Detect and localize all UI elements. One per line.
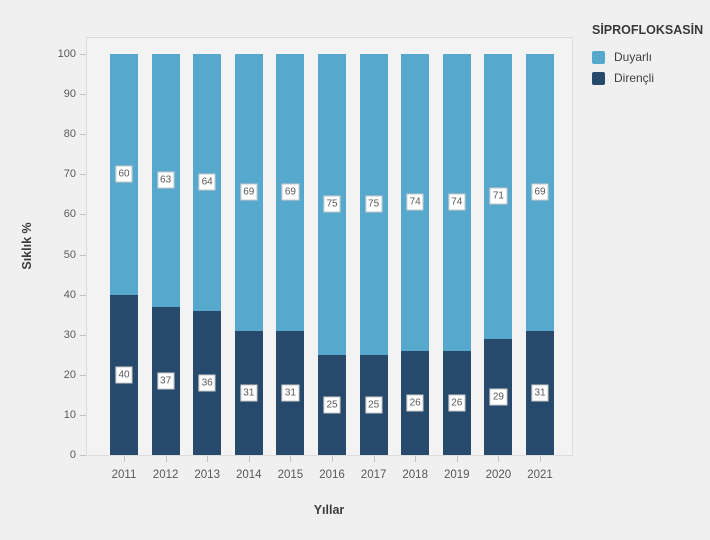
bar-value-label: 74 xyxy=(448,193,466,211)
y-axis-tick-label: 10 xyxy=(63,408,76,421)
bar-value-label: 26 xyxy=(448,394,466,412)
x-axis-tick-label: 2020 xyxy=(485,469,512,481)
x-axis-tick-label: 2012 xyxy=(152,469,179,481)
legend-label-duyarli: Duyarlı xyxy=(614,50,653,64)
x-axis-tick-label: 2011 xyxy=(111,469,137,481)
y-axis-tick-label: 30 xyxy=(63,328,76,341)
y-axis-tick-label: 50 xyxy=(63,248,76,261)
bar-value-label: 37 xyxy=(157,372,175,390)
bar-value-label: 74 xyxy=(406,193,424,211)
x-axis-tick-label: 2016 xyxy=(319,469,345,481)
y-axis-tick-mark xyxy=(80,414,86,416)
legend-title: SİPROFLOKSASİN xyxy=(592,23,704,37)
bar-value-label: 75 xyxy=(365,195,383,213)
bar-value-label: 60 xyxy=(115,165,133,183)
bar-value-label: 63 xyxy=(157,171,175,189)
bar-value-label: 69 xyxy=(281,183,299,201)
x-axis-tick-mark xyxy=(540,456,541,462)
y-axis-tick-mark xyxy=(80,334,86,336)
x-axis-tick-label: 2018 xyxy=(402,469,428,481)
bar-value-label: 71 xyxy=(489,187,507,205)
y-axis-tick-mark xyxy=(80,134,86,136)
x-axis-tick-label: 2021 xyxy=(527,469,553,481)
y-axis-tick-label: 60 xyxy=(63,208,76,221)
x-axis-tick-mark xyxy=(290,456,292,462)
y-axis-tick-mark xyxy=(80,174,86,176)
x-axis-tick-mark xyxy=(248,456,250,462)
y-axis-tick-mark xyxy=(80,54,86,55)
bar-value-label: 36 xyxy=(198,374,216,392)
y-axis-tick-label: 80 xyxy=(63,128,76,141)
y-axis-tick-label: 0 xyxy=(69,449,76,461)
bar-value-label: 26 xyxy=(406,394,424,412)
y-axis-title: Sıklık % xyxy=(20,222,34,270)
bar-value-label: 31 xyxy=(531,384,549,402)
bar-value-label: 69 xyxy=(240,183,258,201)
x-axis-tick-label: 2015 xyxy=(277,469,304,481)
bar-value-label: 64 xyxy=(198,173,216,191)
x-axis-tick-mark xyxy=(456,456,458,462)
x-axis-tick-mark xyxy=(415,456,417,462)
y-axis-tick-label: 100 xyxy=(57,48,76,60)
x-axis-tick-label: 2017 xyxy=(360,469,387,481)
bar-value-label: 75 xyxy=(323,195,341,213)
legend: SİPROFLOKSASİN Duyarlı Dirençli xyxy=(592,23,703,92)
y-axis-tick-mark xyxy=(80,455,86,456)
duyarli-color-swatch xyxy=(592,50,605,64)
y-axis-tick-mark xyxy=(80,294,86,296)
bar-value-label: 31 xyxy=(281,384,299,402)
x-axis-tick-mark xyxy=(498,456,500,462)
y-axis-tick-mark xyxy=(80,254,86,256)
legend-label-direncli: Dirençli xyxy=(614,71,655,85)
x-axis-tick-mark xyxy=(207,456,209,462)
legend-item-direncli: Dirençli xyxy=(592,71,703,85)
bar-value-label: 31 xyxy=(240,384,258,402)
y-axis-tick-mark xyxy=(80,94,86,96)
direncli-color-swatch xyxy=(592,71,605,85)
x-axis-tick-mark xyxy=(373,456,375,462)
y-axis-tick-mark xyxy=(80,214,86,216)
y-axis-tick-label: 70 xyxy=(63,168,76,181)
bar-value-label: 29 xyxy=(489,388,507,406)
bar-value-label: 69 xyxy=(531,183,549,201)
bar-value-label: 40 xyxy=(115,366,133,384)
y-axis-tick-mark xyxy=(80,374,86,376)
x-axis-tick-label: 2019 xyxy=(444,469,470,481)
x-axis-tick-mark xyxy=(332,456,333,462)
legend-item-duyarli: Duyarlı xyxy=(592,50,703,64)
x-axis-tick-label: 2013 xyxy=(194,469,220,481)
x-axis-title: Yıllar xyxy=(313,503,345,517)
y-axis-tick-label: 90 xyxy=(63,88,76,101)
x-axis-tick-mark xyxy=(165,456,167,462)
y-axis-tick-label: 40 xyxy=(63,288,76,301)
bar-value-label: 25 xyxy=(365,396,383,414)
bar-value-label: 25 xyxy=(323,396,341,414)
x-axis-tick-label: 2014 xyxy=(236,469,262,481)
x-axis-tick-mark xyxy=(124,456,125,462)
y-axis-tick-label: 20 xyxy=(63,368,76,381)
